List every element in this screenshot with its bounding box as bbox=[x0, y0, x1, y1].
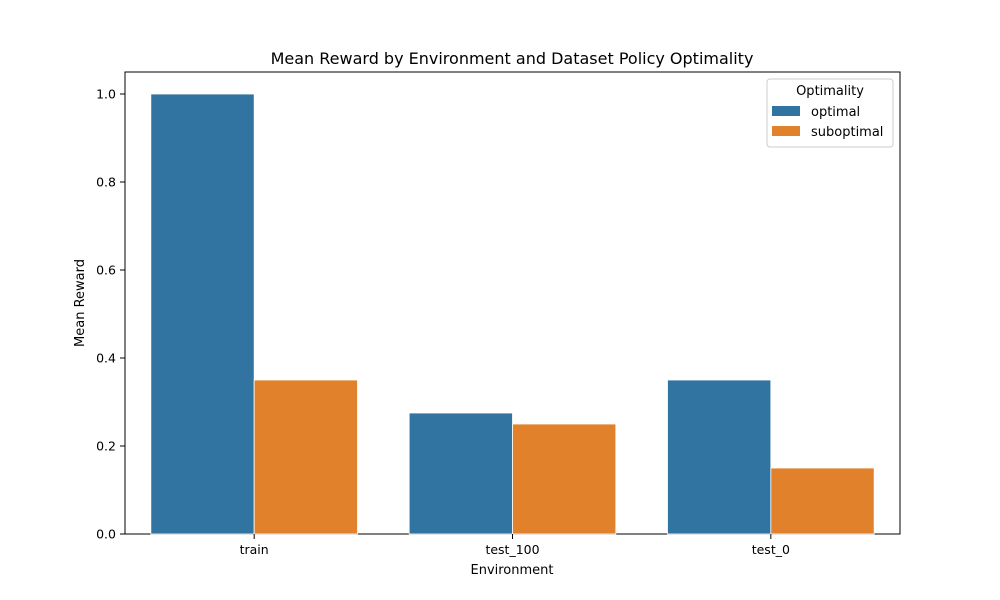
x-axis-label: Environment bbox=[470, 563, 553, 578]
bar-suboptimal-train bbox=[253, 379, 358, 535]
legend-swatch-optimal bbox=[772, 106, 800, 116]
bar-optimal-train bbox=[150, 93, 255, 535]
legend-entries: optimal suboptimal bbox=[772, 105, 883, 140]
y-tick-label: 0.0 bbox=[96, 527, 116, 542]
y-tick-label: 1.0 bbox=[96, 87, 116, 102]
y-tick-label: 0.4 bbox=[96, 351, 116, 366]
x-axis-ticks: train test_100 test_0 bbox=[240, 534, 790, 557]
y-axis-label: Mean Reward bbox=[73, 259, 88, 347]
bar-optimal-test_0 bbox=[667, 379, 772, 535]
x-tick-label: train bbox=[240, 542, 269, 557]
bar-optimal-test_100 bbox=[408, 412, 513, 535]
y-tick-label: 0.2 bbox=[96, 439, 116, 454]
y-tick-label: 0.6 bbox=[96, 263, 116, 278]
legend-swatch-suboptimal bbox=[772, 126, 800, 136]
legend-title: Optimality bbox=[796, 84, 864, 99]
legend-label-optimal: optimal bbox=[811, 105, 860, 120]
y-tick-label: 0.8 bbox=[96, 175, 116, 190]
legend: Optimality optimal suboptimal bbox=[766, 78, 894, 148]
bars-group bbox=[150, 93, 875, 535]
legend-label-suboptimal: suboptimal bbox=[811, 125, 883, 140]
bar-suboptimal-test_0 bbox=[770, 467, 875, 535]
bar-suboptimal-test_100 bbox=[512, 423, 617, 535]
plot-area: 0.0 0.2 0.4 0.6 0.8 1.0 train test_100 test_0 bbox=[96, 71, 901, 557]
y-axis-ticks: 0.0 0.2 0.4 0.6 0.8 1.0 bbox=[96, 87, 125, 542]
x-tick-label: test_100 bbox=[485, 542, 539, 557]
x-tick-label: test_0 bbox=[752, 542, 790, 557]
chart-title: Mean Reward by Environment and Dataset P… bbox=[271, 49, 754, 68]
